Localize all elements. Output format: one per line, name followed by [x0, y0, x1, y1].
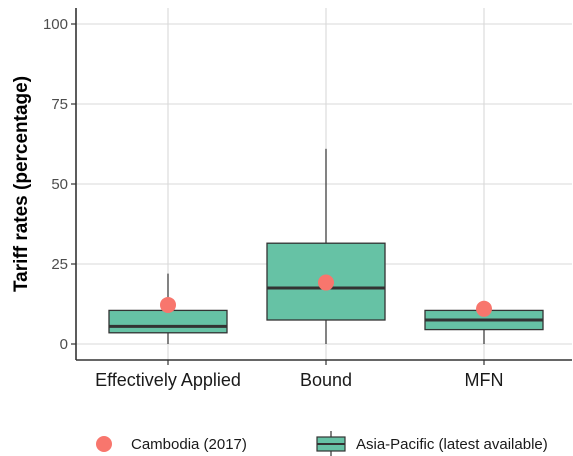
y-tick-label-0: 0 — [60, 336, 68, 353]
legend-label-cambodia: Cambodia (2017) — [131, 436, 247, 453]
y-axis-title: Tariff rates (percentage) — [11, 76, 32, 292]
y-tick-label-75: 75 — [51, 96, 68, 113]
box-1 — [266, 148, 386, 344]
gridlines — [76, 8, 572, 360]
tick-labels: 0 25 50 75 100 Effectively Applied Bound MFN — [43, 16, 504, 390]
x-tick-label-0: Effectively Applied — [95, 370, 241, 390]
legend: Cambodia (2017) Asia-Pacific (latest avai… — [96, 431, 548, 456]
box-rect-0 — [108, 309, 228, 334]
cambodia-point-0 — [160, 296, 176, 313]
y-tick-label-25: 25 — [51, 256, 68, 273]
boxplots — [108, 148, 544, 344]
x-tick-label-1: Bound — [300, 370, 352, 390]
legend-label-asia-pacific: Asia-Pacific (latest available) — [356, 436, 548, 453]
cambodia-point-1 — [318, 274, 334, 291]
cambodia-point-2 — [476, 300, 492, 317]
legend-point-key — [96, 436, 112, 452]
cambodia-points — [160, 274, 492, 317]
y-tick-label-100: 100 — [43, 16, 68, 33]
y-tick-label-50: 50 — [51, 176, 68, 193]
x-tick-label-2: MFN — [465, 370, 504, 390]
